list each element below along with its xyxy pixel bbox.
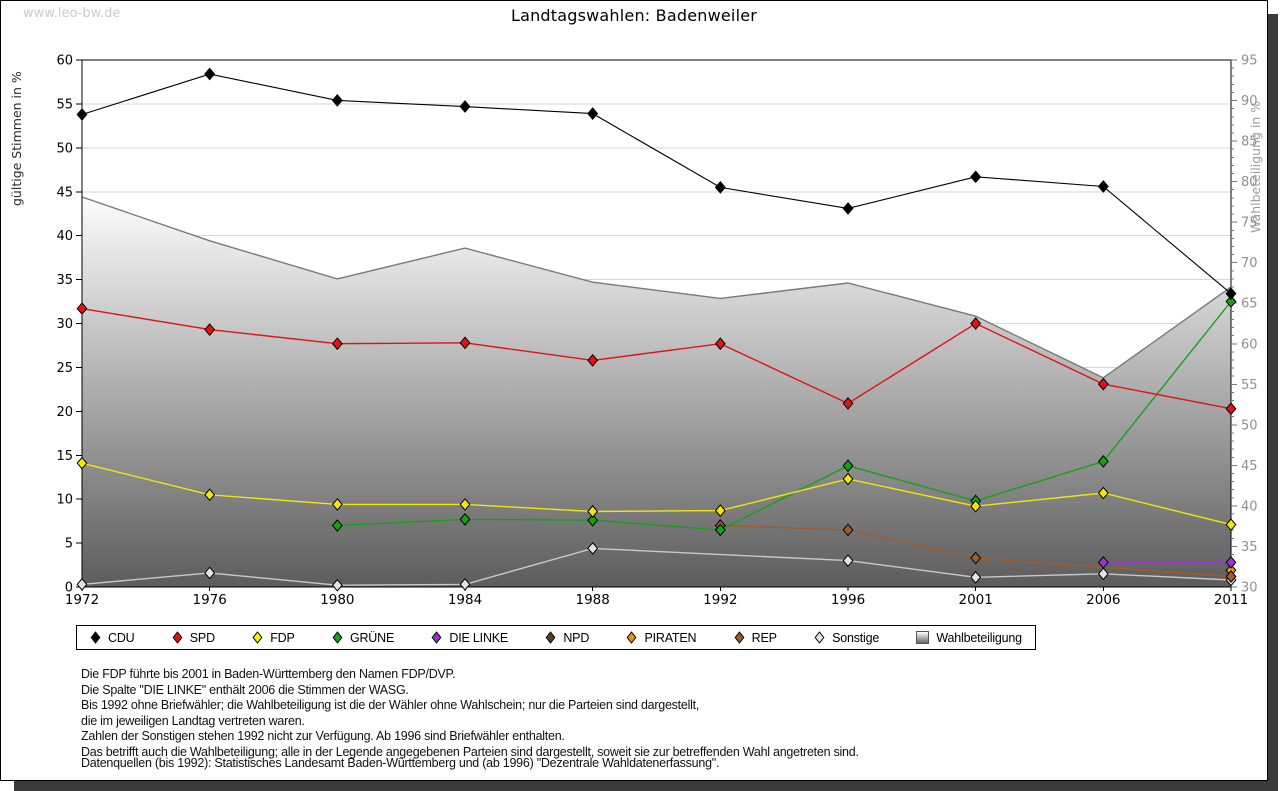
legend-item-grüne: GRÜNE [332, 631, 394, 645]
legend-item-sonstige: Sonstige [814, 631, 879, 645]
svg-text:30: 30 [56, 317, 73, 332]
footnote-line: Bis 1992 ohne Briefwähler; die Wahlbetei… [81, 698, 700, 712]
diamond-marker-icon [814, 631, 825, 644]
footnote-line: Die Spalte "DIE LINKE" enthält 2006 die … [81, 682, 409, 697]
legend-label: Wahlbeteiligung [936, 630, 1022, 645]
svg-text:1984: 1984 [448, 592, 482, 608]
svg-text:1980: 1980 [320, 592, 354, 608]
svg-text:90: 90 [1241, 94, 1258, 109]
legend-label: NPD [563, 630, 590, 645]
svg-text:2006: 2006 [1086, 592, 1120, 608]
diamond-marker-icon [332, 631, 343, 644]
svg-text:60: 60 [56, 54, 73, 69]
legend-label: FDP [270, 630, 295, 645]
svg-text:50: 50 [56, 141, 73, 156]
footnotes: Die FDP führte bis 2001 in Baden-Württem… [81, 667, 859, 760]
legend-item-rep: REP [734, 631, 777, 645]
svg-text:95: 95 [1241, 54, 1258, 69]
legend-item-spd: SPD [172, 631, 215, 645]
legend-item-piraten: PIRATEN [626, 630, 697, 645]
svg-text:55: 55 [1241, 378, 1258, 393]
svg-text:40: 40 [56, 229, 73, 244]
legend-label: DIE LINKE [449, 630, 509, 645]
legend-item-cdu: CDU [90, 630, 135, 645]
svg-text:75: 75 [1241, 216, 1258, 231]
svg-text:10: 10 [56, 493, 73, 508]
svg-text:45: 45 [56, 185, 73, 200]
election-chart: 0 5 10 15 20 25 30 35 40 45 50 55 60 30 35 40 45 50 55 60 65… [1, 1, 1269, 615]
footnote-line: Zahlen der Sonstigen stehen 1992 nicht z… [81, 729, 565, 743]
svg-text:70: 70 [1241, 256, 1258, 271]
legend-label: REP [751, 630, 777, 645]
diamond-marker-icon [545, 631, 556, 644]
footnote-line: Die FDP führte bis 2001 in Baden-Württem… [81, 667, 456, 681]
legend-item-fdp: FDP [252, 630, 295, 645]
svg-text:35: 35 [1241, 540, 1258, 555]
svg-text:40: 40 [1241, 499, 1258, 514]
legend: CDU SPD FDP GRÜNE DIE LINKE NPD PIRATEN REP Sons… [76, 625, 1036, 650]
legend-label: Sonstige [832, 630, 880, 645]
svg-text:Wahlbeteiligung in %: Wahlbeteiligung in % [1248, 101, 1263, 233]
turnout-area-icon [916, 631, 930, 644]
legend-item-npd: NPD [545, 631, 589, 645]
footnote-line: die im jeweiligen Landtag vertreten ware… [81, 713, 305, 728]
legend-label: GRÜNE [349, 630, 395, 645]
legend-item-wahlbeteiligung: Wahlbeteiligung [916, 630, 1022, 645]
svg-text:20: 20 [56, 405, 73, 420]
svg-text:35: 35 [56, 273, 73, 288]
source-line: Datenquellen (bis 1992): Statistisches L… [81, 756, 720, 770]
legend-label: PIRATEN [644, 630, 697, 645]
svg-text:55: 55 [56, 97, 73, 112]
diamond-marker-icon [627, 631, 637, 644]
watermark: www.leo-bw.de [23, 6, 121, 21]
svg-text:5: 5 [65, 537, 73, 552]
svg-text:2011: 2011 [1214, 592, 1248, 608]
svg-text:60: 60 [1241, 337, 1258, 352]
svg-text:30: 30 [1241, 581, 1258, 596]
svg-text:85: 85 [1241, 135, 1258, 150]
svg-text:50: 50 [1241, 418, 1258, 433]
chart-page: www.leo-bw.de Landtagswahlen: Badenweile… [0, 0, 1268, 781]
svg-text:2001: 2001 [958, 592, 992, 608]
page-title: Landtagswahlen: Badenweiler [510, 6, 758, 25]
svg-text:0: 0 [65, 581, 73, 596]
svg-text:gültige Stimmen in %: gültige Stimmen in % [9, 71, 24, 206]
svg-text:1992: 1992 [703, 592, 737, 608]
diamond-marker-icon [734, 631, 745, 644]
svg-text:65: 65 [1241, 297, 1258, 312]
legend-label: SPD [189, 630, 215, 645]
legend-label: CDU [108, 630, 135, 645]
diamond-marker-icon [90, 631, 101, 644]
svg-text:1988: 1988 [575, 592, 609, 608]
diamond-marker-icon [431, 631, 442, 644]
svg-text:25: 25 [56, 361, 73, 376]
svg-text:45: 45 [1241, 459, 1258, 474]
svg-text:80: 80 [1241, 175, 1258, 190]
svg-text:1996: 1996 [831, 592, 865, 608]
diamond-marker-icon [252, 631, 263, 644]
legend-item-die-linke: DIE LINKE [431, 631, 508, 645]
svg-text:15: 15 [56, 449, 73, 464]
footnote-line: Das betrifft auch die Wahlbeteiligung; a… [81, 744, 859, 759]
svg-text:1972: 1972 [65, 592, 99, 608]
svg-text:1976: 1976 [192, 592, 226, 608]
diamond-marker-icon [172, 631, 183, 644]
